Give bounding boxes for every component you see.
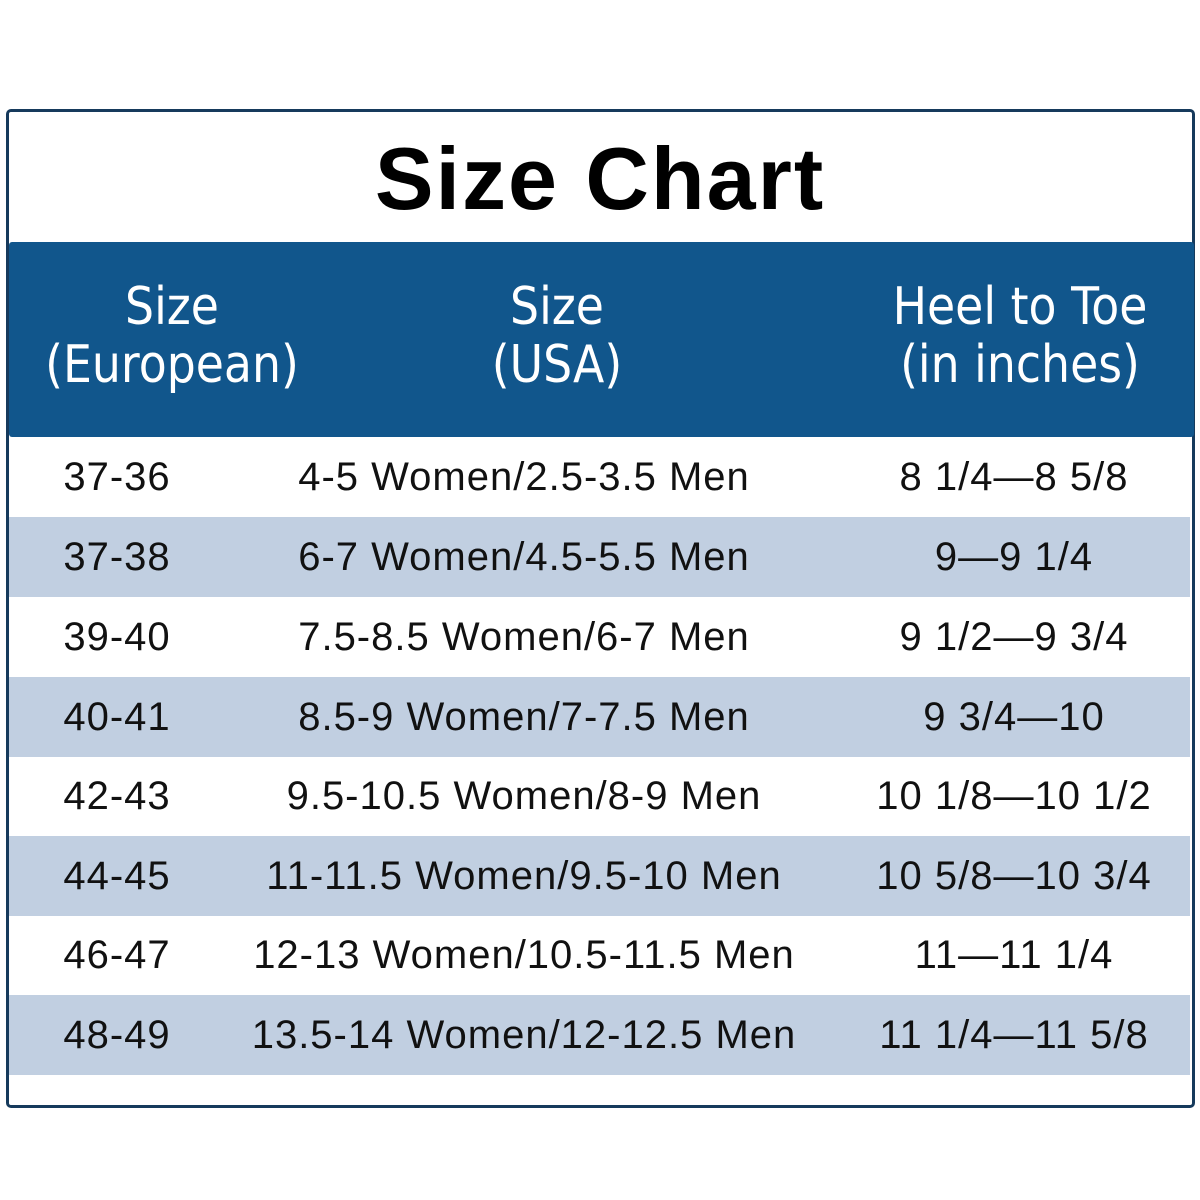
table-row: 37-38 6-7 Women/4.5-5.5 Men 9—9 1/4 [9,517,1190,597]
page-title: Size Chart [374,129,826,228]
header-size-usa: Size (USA) [491,277,623,395]
cell-heel-to-toe: 10 1/8—10 1/2 [876,774,1152,818]
table-row: 46-47 12-13 Women/10.5-11.5 Men 11—11 1/4 [9,915,1190,995]
cell-size-european: 42-43 [63,774,171,818]
cell-heel-to-toe: 9 1/2—9 3/4 [899,615,1129,659]
table-row: 40-41 8.5-9 Women/7-7.5 Men 9 3/4—10 [9,677,1190,757]
cell-size-usa: 7.5-8.5 Women/6-7 Men [298,615,750,659]
cell-size-usa: 9.5-10.5 Women/8-9 Men [286,774,762,818]
cell-size-usa: 6-7 Women/4.5-5.5 Men [298,535,750,579]
cell-size-european: 46-47 [63,933,171,977]
cell-size-european: 44-45 [63,854,171,898]
header-heel-to-toe: Heel to Toe (in inches) [892,277,1148,395]
cell-size-european: 48-49 [63,1013,171,1057]
cell-heel-to-toe: 11—11 1/4 [914,933,1114,977]
table-row: 37-36 4-5 Women/2.5-3.5 Men 8 1/4—8 5/8 [9,437,1190,517]
cell-size-usa: 13.5-14 Women/12-12.5 Men [251,1013,797,1057]
cell-heel-to-toe: 11 1/4—11 5/8 [879,1013,1149,1057]
cell-heel-to-toe: 10 5/8—10 3/4 [876,854,1152,898]
cell-heel-to-toe: 8 1/4—8 5/8 [899,455,1129,499]
table-header: Size (European) Size (USA) Heel to Toe (… [9,242,1194,437]
header-size-european: Size (European) [45,277,299,395]
cell-size-european: 37-38 [63,535,171,579]
cell-size-european: 39-40 [63,615,171,659]
cell-size-usa: 4-5 Women/2.5-3.5 Men [298,455,750,499]
cell-size-usa: 12-13 Women/10.5-11.5 Men [253,933,795,977]
table-row: 39-40 7.5-8.5 Women/6-7 Men 9 1/2—9 3/4 [9,597,1190,677]
table-row: 42-43 9.5-10.5 Women/8-9 Men 10 1/8—10 1/2 [9,756,1190,836]
table-row: 44-45 11-11.5 Women/9.5-10 Men 10 5/8—10 3… [9,836,1190,916]
cell-size-european: 37-36 [63,455,171,499]
cell-size-usa: 8.5-9 Women/7-7.5 Men [298,695,750,739]
cell-size-usa: 11-11.5 Women/9.5-10 Men [266,854,782,898]
cell-size-european: 40-41 [63,695,171,739]
table-row: 48-49 13.5-14 Women/12-12.5 Men 11 1/4—11 … [9,995,1190,1075]
cell-heel-to-toe: 9—9 1/4 [934,535,1094,579]
cell-heel-to-toe: 9 3/4—10 [923,695,1105,739]
